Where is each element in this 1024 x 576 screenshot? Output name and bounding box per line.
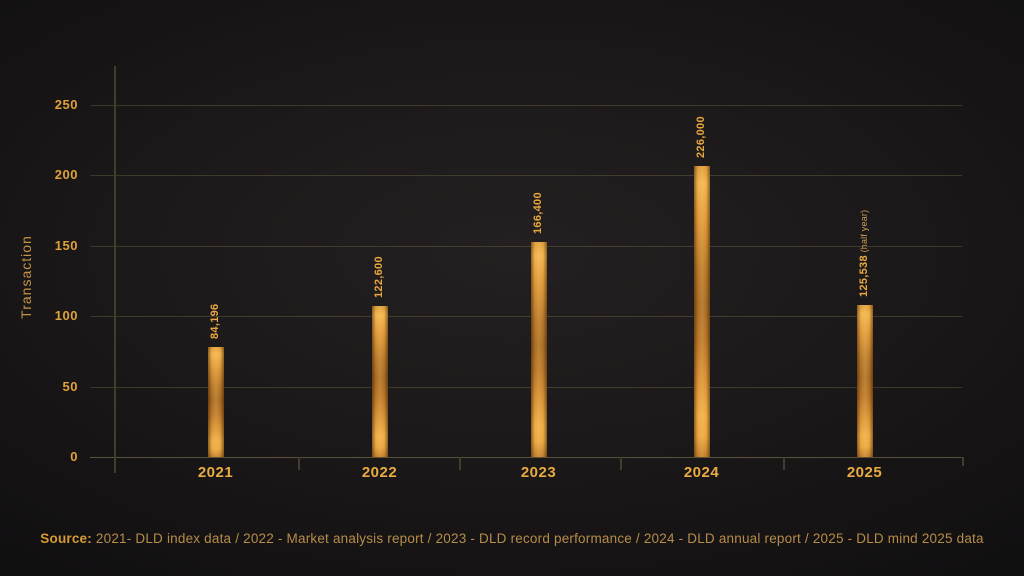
bar-value-label-2024: 226,000 — [695, 115, 707, 158]
source-label: Source: — [40, 531, 92, 546]
bar-value-suffix: (half year) — [859, 209, 869, 256]
x-axis-tick-1 — [459, 457, 461, 470]
source-text: 2021- DLD index data / 2022 - Market ana… — [95, 531, 984, 546]
x-tick-label-2025: 2025 — [846, 464, 883, 481]
gridline-0 — [90, 457, 962, 458]
bar-value-number: 125,538 — [858, 255, 870, 297]
bar-value-number: 122,600 — [373, 256, 385, 299]
bar-2025 — [856, 304, 873, 457]
gridline-100 — [90, 316, 962, 318]
bar-2024 — [693, 165, 710, 457]
y-tick-label-200: 200 — [54, 167, 78, 183]
bar-value-number: 84,196 — [209, 303, 221, 340]
y-tick-label-250: 250 — [54, 97, 78, 112]
bar-2023 — [530, 241, 547, 457]
y-tick-label-0: 0 — [70, 449, 78, 464]
x-axis-end-tick — [962, 457, 964, 466]
bar-2021 — [207, 347, 224, 457]
gridline-150 — [90, 245, 962, 247]
gridline-250 — [90, 105, 962, 106]
y-tick-label-50: 50 — [62, 378, 78, 394]
bar-value-number: 226,000 — [695, 115, 707, 158]
bar-value-number: 166,400 — [532, 191, 544, 234]
y-axis-line — [114, 66, 116, 473]
x-tick-label-2022: 2022 — [361, 464, 398, 481]
source-line: Source: 2021- DLD index data / 2022 - Ma… — [0, 531, 1024, 546]
gridline-200 — [90, 175, 962, 177]
y-tick-label-150: 150 — [54, 237, 78, 253]
x-tick-label-2023: 2023 — [520, 464, 557, 481]
y-tick-label-100: 100 — [54, 308, 78, 324]
x-tick-label-2021: 2021 — [197, 464, 234, 481]
x-tick-label-2024: 2024 — [683, 464, 720, 481]
x-axis-tick-0 — [297, 457, 300, 470]
bar-2022 — [371, 306, 388, 457]
gridline-50 — [90, 386, 962, 388]
x-axis-tick-3 — [782, 457, 785, 470]
x-axis-tick-2 — [620, 457, 622, 470]
bar-value-label-2023: 166,400 — [532, 191, 544, 234]
bar-value-label-2022: 122,600 — [373, 256, 385, 299]
bar-value-label-2025: 125,538 (half year) — [858, 209, 870, 297]
bar-value-label-2021: 84,196 — [209, 303, 221, 340]
